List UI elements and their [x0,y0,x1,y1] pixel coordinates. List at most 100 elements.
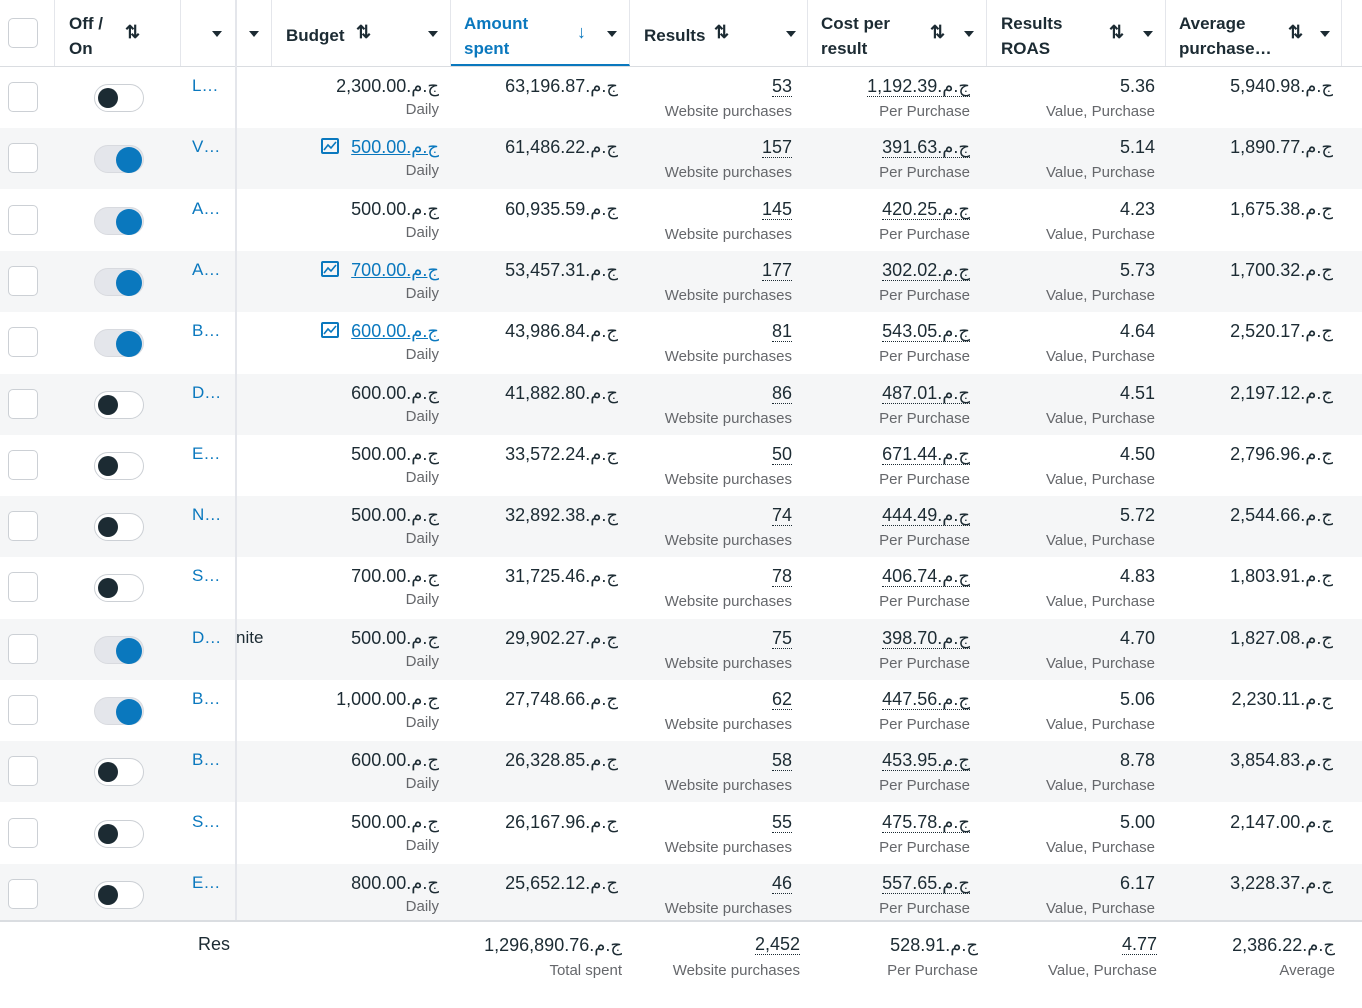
campaign-name-link[interactable]: D… [192,627,222,647]
campaign-toggle[interactable] [94,206,144,235]
table-row[interactable]: S… ج.م.700.00 Daily ج.م.31,725.46 78 Website … [0,557,1362,618]
campaign-toggle[interactable] [94,758,144,787]
campaign-name-link[interactable]: D… [192,382,222,402]
row-checkbox[interactable] [8,878,38,909]
table-row[interactable]: B… ج.م.1,000.00 Daily ج.م.27,748.66 62 Websit… [0,680,1362,741]
cost-per-result-value[interactable]: ج.م.420.25 [882,198,970,220]
campaign-toggle[interactable] [94,84,144,112]
row-checkbox[interactable] [8,327,38,358]
cost-per-result-value[interactable]: ج.م.398.70 [882,627,970,649]
results-value[interactable]: 55 [771,811,792,833]
cost-per-result-value[interactable]: ج.م.543.05 [882,321,970,343]
chevron-down-icon[interactable] [964,31,974,37]
table-row[interactable]: V… ج.م.500.00 Daily ج.م.61,486.22 157 Website… [0,128,1362,190]
sort-icon[interactable]: ⇅ [1109,22,1125,42]
row-checkbox[interactable] [8,388,38,419]
campaign-name-link[interactable]: B… [192,689,221,708]
row-checkbox[interactable] [8,695,38,725]
campaign-name-link[interactable]: V… [192,137,221,157]
campaign-toggle[interactable] [94,697,144,725]
header-cost-per-result[interactable]: Cost per result ⇅ [808,0,987,66]
campaign-name-link[interactable]: A… [192,198,221,218]
row-checkbox[interactable] [8,265,38,296]
row-checkbox[interactable] [8,817,38,848]
table-row[interactable]: L… ج.م.2,300.00 Daily ج.م.63,196.87 53 Websit… [0,67,1362,128]
sort-icon[interactable]: ⇅ [356,22,372,42]
chevron-down-icon[interactable] [1320,31,1330,37]
results-value[interactable]: 74 [771,505,792,527]
campaign-name-link[interactable]: L… [192,76,219,95]
header-results[interactable]: Results ⇅ [630,0,808,66]
campaign-toggle[interactable] [94,574,144,603]
table-row[interactable]: D… nite ج.م.500.00 Daily ج.م.29,902.27 75 Webs… [0,618,1362,680]
sort-icon[interactable]: ⇅ [125,22,141,42]
campaign-toggle[interactable] [94,329,144,358]
chevron-down-icon[interactable] [428,31,438,37]
campaign-toggle[interactable] [94,145,144,174]
campaign-toggle[interactable] [94,819,144,848]
campaign-toggle[interactable] [94,513,144,542]
cost-per-result-value[interactable]: ج.م.447.56 [882,689,970,710]
table-row[interactable]: A… ج.م.700.00 Daily ج.م.53,457.31 177 Website… [0,250,1362,312]
header-results-roas[interactable]: Results ROAS ⇅ [987,0,1166,66]
table-row[interactable]: B… ج.م.600.00 Daily ج.م.26,328.85 58 Website … [0,741,1362,803]
table-row[interactable]: S… ج.م.500.00 Daily ج.م.26,167.96 55 Website … [0,803,1362,864]
chart-icon[interactable] [321,138,339,155]
campaign-toggle[interactable] [94,635,144,664]
results-value[interactable]: 145 [761,198,792,220]
results-value[interactable]: 58 [771,750,792,772]
cost-per-result-value[interactable]: ج.م.671.44 [882,443,970,465]
table-row[interactable]: A… ج.م.500.00 Daily ج.م.60,935.59 145 Website… [0,190,1362,251]
cost-per-result-value[interactable]: ج.م.1,192.39 [867,76,970,97]
chart-icon[interactable] [321,260,339,277]
row-checkbox[interactable] [8,204,38,235]
row-checkbox[interactable] [8,633,38,664]
cost-per-result-value[interactable]: ج.م.406.74 [882,566,970,588]
chevron-down-icon[interactable] [786,31,796,37]
sort-icon[interactable]: ⇅ [1288,22,1304,42]
select-all-checkbox[interactable] [8,18,38,48]
chart-icon[interactable] [321,322,339,339]
cost-per-result-value[interactable]: ج.م.444.49 [882,505,970,527]
chevron-down-icon[interactable] [249,31,259,37]
cost-per-result-value[interactable]: ج.م.475.78 [882,811,970,833]
chevron-down-icon[interactable] [607,31,617,37]
row-checkbox[interactable] [8,82,38,112]
results-value[interactable]: 50 [771,443,792,465]
campaign-name-link[interactable]: E… [192,872,221,892]
chevron-down-icon[interactable] [1143,31,1153,37]
cost-per-result-value[interactable]: ج.م.453.95 [882,750,970,772]
campaign-name-link[interactable]: B… [192,750,221,770]
budget-value[interactable]: ج.م.500.00 [351,137,439,158]
campaign-name-link[interactable]: E… [192,443,221,463]
results-value[interactable]: 53 [771,76,792,97]
results-value[interactable]: 78 [771,566,792,588]
table-row[interactable]: N… ج.م.500.00 Daily ج.م.32,892.38 74 Website … [0,496,1362,558]
header-off-on[interactable]: Off / On ⇅ [55,0,181,66]
campaign-name-link[interactable]: B… [192,321,221,341]
table-row[interactable]: B… ج.م.600.00 Daily ج.م.43,986.84 81 Website … [0,312,1362,373]
cost-per-result-value[interactable]: ج.م.302.02 [882,259,970,281]
campaign-toggle[interactable] [94,880,144,909]
sort-icon[interactable]: ⇅ [930,22,946,42]
campaign-name-link[interactable]: S… [192,811,221,831]
campaign-name-link[interactable]: S… [192,566,221,586]
cost-per-result-value[interactable]: ج.م.391.63 [882,137,970,159]
table-row[interactable]: E… ج.م.500.00 Daily ج.م.33,572.24 50 Website … [0,435,1362,496]
campaign-toggle[interactable] [94,267,144,296]
results-value[interactable]: 86 [771,382,792,404]
table-row[interactable]: D… ج.م.600.00 Daily ج.م.41,882.80 86 Website … [0,373,1362,435]
budget-value[interactable]: ج.م.600.00 [351,321,439,342]
campaign-name-link[interactable]: A… [192,259,221,279]
header-name[interactable] [181,0,237,66]
table-row[interactable]: E… ج.م.800.00 Daily ج.م.25,652.12 46 Website … [0,863,1362,925]
results-value[interactable]: 81 [771,321,792,343]
header-average-purchase[interactable]: Average purchase… ⇅ [1166,0,1342,66]
cost-per-result-value[interactable]: ج.م.487.01 [882,382,970,404]
results-value[interactable]: 177 [761,259,792,281]
sort-icon[interactable]: ⇅ [714,22,730,42]
results-value[interactable]: 75 [771,627,792,649]
header-amount-spent[interactable]: Amount spent ↓ [451,0,630,66]
row-checkbox[interactable] [8,572,38,603]
header-next-column[interactable] [1342,0,1362,66]
